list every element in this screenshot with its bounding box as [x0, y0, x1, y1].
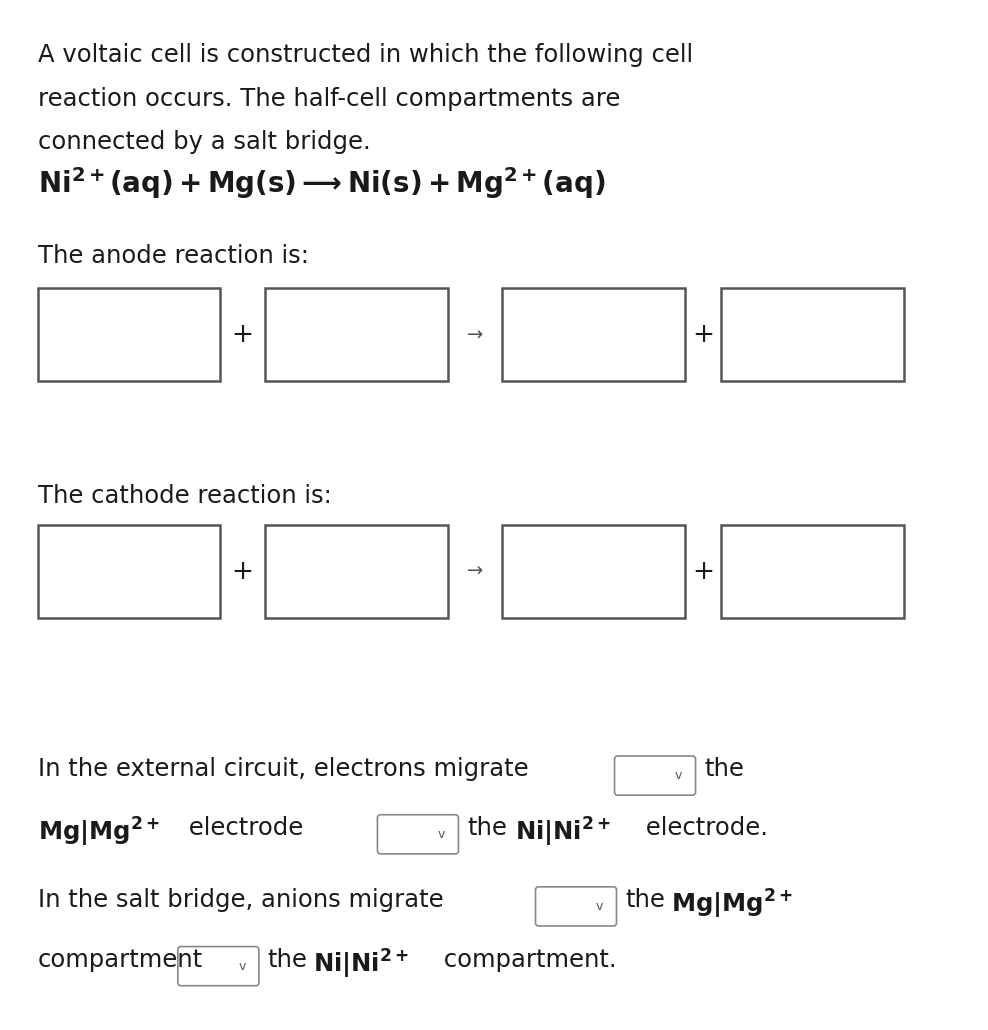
Text: The cathode reaction is:: The cathode reaction is: — [38, 484, 331, 508]
FancyBboxPatch shape — [615, 756, 696, 795]
Text: compartment: compartment — [38, 948, 203, 971]
FancyBboxPatch shape — [265, 525, 448, 618]
Text: +: + — [231, 321, 254, 348]
FancyBboxPatch shape — [178, 947, 259, 986]
Text: $\mathbf{Ni^{2+}(aq) + Mg(s) \longrightarrow Ni(s) + Mg^{2+}(aq)}$: $\mathbf{Ni^{2+}(aq) + Mg(s) \longrighta… — [38, 165, 605, 201]
FancyBboxPatch shape — [377, 815, 458, 854]
Text: the: the — [467, 816, 507, 839]
Text: $\mathbf{Mg|Mg^{2+}}$: $\mathbf{Mg|Mg^{2+}}$ — [671, 888, 792, 921]
Text: compartment.: compartment. — [436, 948, 617, 971]
Text: +: + — [692, 321, 714, 348]
FancyBboxPatch shape — [265, 288, 448, 381]
Text: v: v — [438, 828, 446, 840]
FancyBboxPatch shape — [502, 525, 685, 618]
Text: A voltaic cell is constructed in which the following cell: A voltaic cell is constructed in which t… — [38, 43, 693, 67]
Text: reaction occurs. The half-cell compartments are: reaction occurs. The half-cell compartme… — [38, 87, 619, 110]
Text: the: the — [625, 888, 665, 912]
Text: In the external circuit, electrons migrate: In the external circuit, electrons migra… — [38, 757, 529, 781]
FancyBboxPatch shape — [38, 525, 220, 618]
Text: electrode.: electrode. — [638, 816, 769, 839]
Text: $\mathbf{Ni|Ni^{2+}}$: $\mathbf{Ni|Ni^{2+}}$ — [515, 816, 611, 849]
Text: →: → — [466, 562, 483, 581]
Text: electrode: electrode — [181, 816, 303, 839]
FancyBboxPatch shape — [502, 288, 685, 381]
Text: +: + — [231, 558, 254, 585]
FancyBboxPatch shape — [38, 288, 220, 381]
Text: v: v — [675, 769, 683, 782]
Text: In the salt bridge, anions migrate: In the salt bridge, anions migrate — [38, 888, 444, 912]
Text: The anode reaction is:: The anode reaction is: — [38, 244, 308, 268]
Text: connected by a salt bridge.: connected by a salt bridge. — [38, 130, 370, 153]
Text: +: + — [692, 558, 714, 585]
Text: v: v — [596, 900, 604, 913]
Text: $\mathbf{Mg|Mg^{2+}}$: $\mathbf{Mg|Mg^{2+}}$ — [38, 816, 159, 849]
Text: the: the — [704, 757, 744, 781]
Text: the: the — [268, 948, 307, 971]
FancyBboxPatch shape — [535, 887, 617, 926]
Text: v: v — [238, 960, 246, 972]
Text: →: → — [466, 325, 483, 344]
Text: $\mathbf{Ni|Ni^{2+}}$: $\mathbf{Ni|Ni^{2+}}$ — [313, 948, 409, 981]
FancyBboxPatch shape — [721, 288, 904, 381]
FancyBboxPatch shape — [721, 525, 904, 618]
